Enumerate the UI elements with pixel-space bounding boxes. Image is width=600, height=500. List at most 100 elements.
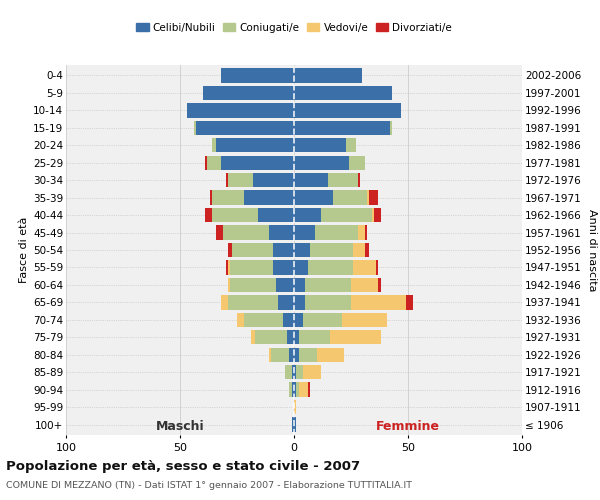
Bar (228, 243, 232, 257)
Bar (276, 278, 294, 292)
Bar (374, 208, 380, 222)
Bar (351, 278, 379, 292)
Bar (369, 190, 379, 205)
Bar (278, 295, 294, 310)
Bar (194, 120, 196, 135)
Bar (351, 295, 406, 310)
Bar (253, 173, 294, 188)
Bar (308, 382, 310, 397)
Bar (305, 295, 351, 310)
Bar (294, 86, 392, 100)
Bar (187, 103, 294, 118)
Bar (308, 260, 353, 274)
Text: Popolazione per età, sesso e stato civile - 2007: Popolazione per età, sesso e stato civil… (6, 460, 360, 473)
Bar (342, 312, 388, 327)
Bar (221, 156, 294, 170)
Text: COMUNE DI MEZZANO (TN) - Dati ISTAT 1° gennaio 2007 - Elaborazione TUTTITALIA.IT: COMUNE DI MEZZANO (TN) - Dati ISTAT 1° g… (6, 481, 412, 490)
Bar (294, 295, 305, 310)
Bar (322, 208, 371, 222)
Bar (294, 226, 314, 239)
Bar (237, 312, 244, 327)
Bar (296, 382, 299, 397)
Bar (331, 330, 380, 344)
Bar (365, 226, 367, 239)
Bar (406, 295, 413, 310)
Bar (228, 173, 253, 188)
Bar (230, 260, 274, 274)
Bar (244, 190, 294, 205)
Bar (328, 173, 358, 188)
Bar (294, 190, 333, 205)
Bar (294, 348, 299, 362)
Bar (230, 278, 276, 292)
Bar (223, 226, 269, 239)
Bar (292, 382, 294, 397)
Bar (367, 190, 369, 205)
Bar (310, 243, 353, 257)
Bar (353, 243, 365, 257)
Bar (251, 330, 255, 344)
Bar (303, 365, 322, 380)
Bar (289, 348, 294, 362)
Bar (294, 382, 296, 397)
Bar (346, 138, 356, 152)
Bar (269, 226, 294, 239)
Bar (212, 190, 244, 205)
Bar (208, 156, 221, 170)
Bar (333, 190, 367, 205)
Bar (292, 418, 294, 432)
Bar (294, 68, 362, 82)
Text: Maschi: Maschi (155, 420, 205, 434)
Bar (305, 278, 351, 292)
Bar (371, 208, 374, 222)
Bar (257, 208, 294, 222)
Bar (294, 418, 296, 432)
Bar (365, 243, 369, 257)
Bar (269, 348, 271, 362)
Bar (217, 138, 294, 152)
Bar (244, 312, 283, 327)
Bar (203, 86, 294, 100)
Bar (217, 226, 223, 239)
Bar (228, 260, 230, 274)
Bar (349, 156, 365, 170)
Bar (212, 208, 257, 222)
Bar (303, 312, 342, 327)
Bar (294, 156, 349, 170)
Bar (228, 295, 278, 310)
Bar (271, 348, 289, 362)
Bar (294, 400, 296, 414)
Bar (283, 312, 294, 327)
Bar (294, 312, 303, 327)
Bar (294, 278, 305, 292)
Bar (294, 120, 390, 135)
Bar (228, 278, 230, 292)
Bar (296, 365, 303, 380)
Text: Femmine: Femmine (376, 420, 440, 434)
Bar (226, 173, 228, 188)
Bar (292, 365, 294, 380)
Bar (196, 120, 294, 135)
Bar (294, 208, 322, 222)
Bar (289, 382, 292, 397)
Y-axis label: Anni di nascita: Anni di nascita (587, 209, 597, 291)
Bar (353, 260, 376, 274)
Bar (221, 68, 294, 82)
Bar (209, 190, 212, 205)
Bar (285, 365, 292, 380)
Bar (314, 226, 358, 239)
Bar (294, 260, 308, 274)
Bar (358, 226, 365, 239)
Bar (294, 138, 346, 152)
Bar (205, 208, 212, 222)
Bar (390, 120, 392, 135)
Y-axis label: Fasce di età: Fasce di età (19, 217, 29, 283)
Bar (221, 295, 228, 310)
Bar (212, 138, 217, 152)
Bar (294, 173, 328, 188)
Bar (294, 243, 310, 257)
Bar (294, 365, 296, 380)
Bar (274, 260, 294, 274)
Bar (287, 330, 294, 344)
Bar (358, 173, 360, 188)
